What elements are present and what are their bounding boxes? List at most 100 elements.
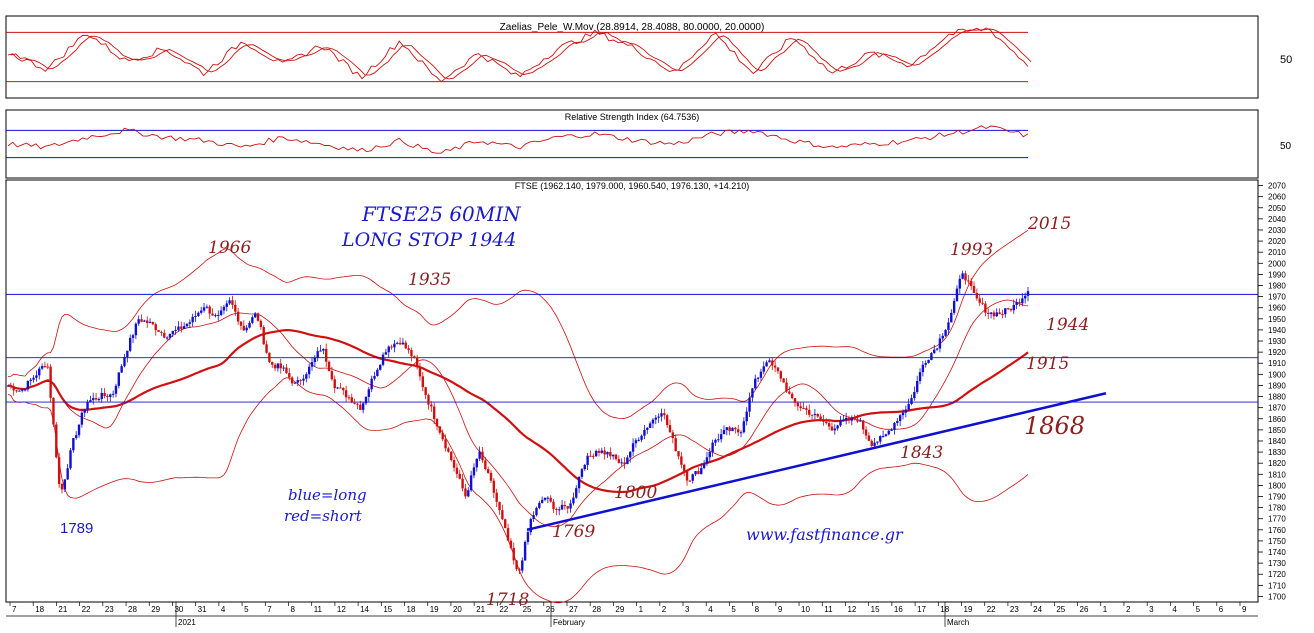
candle [952, 298, 956, 315]
candle [654, 415, 657, 425]
candle [532, 511, 535, 523]
candle [623, 457, 626, 469]
x-tick-label: 4 [221, 605, 226, 614]
candle-body [208, 306, 211, 314]
candle-body [94, 398, 98, 400]
candle [305, 372, 308, 383]
candle [43, 361, 47, 368]
candle-body [353, 402, 356, 404]
candle [617, 455, 621, 464]
candle [486, 466, 490, 474]
candle-body [165, 337, 169, 339]
candle-body [504, 519, 507, 529]
candle [131, 333, 135, 344]
candle-body [478, 451, 481, 459]
candle-body [626, 457, 629, 464]
candle-body [194, 316, 197, 318]
candle [830, 422, 834, 431]
candle [109, 393, 112, 402]
candle [637, 437, 640, 442]
candle-body [370, 378, 373, 390]
candle [231, 295, 234, 310]
candle-body [913, 391, 916, 399]
candle [754, 374, 757, 390]
y-tick-label: 1950 [1268, 315, 1286, 324]
candle-body [296, 380, 300, 383]
candle [288, 368, 291, 381]
candle [611, 454, 615, 460]
candle [475, 458, 479, 472]
candle [140, 314, 143, 323]
candle [381, 352, 385, 367]
candle [512, 542, 515, 565]
candle [282, 365, 285, 372]
candle [580, 467, 584, 479]
candle [211, 308, 214, 316]
x-tick-label: 16 [894, 605, 903, 614]
candle [640, 434, 643, 443]
candle [668, 419, 672, 433]
candle [38, 366, 41, 380]
candle [450, 450, 453, 462]
candle-body [407, 348, 410, 351]
candle [543, 497, 547, 502]
candle [529, 517, 532, 536]
candle [603, 447, 606, 460]
y-tick-label: 1760 [1268, 526, 1286, 535]
x-tick-label: 19 [430, 605, 439, 614]
candle-body [825, 421, 828, 424]
candle [253, 311, 257, 319]
x-tick-label: 30 [174, 605, 183, 614]
candle [731, 427, 734, 432]
candle-body [933, 349, 936, 354]
candle [674, 434, 677, 452]
candle-body [751, 388, 754, 398]
candle-body [481, 451, 484, 461]
candle-body [398, 342, 402, 345]
candle-body [38, 368, 41, 376]
candle-body [413, 356, 416, 358]
candle-body [731, 427, 734, 432]
price-series [6, 229, 1258, 604]
candle-body [705, 457, 709, 464]
candle-body [614, 454, 618, 460]
candle-body [256, 313, 260, 321]
candle-body [711, 442, 714, 453]
x-tick-label: 11 [824, 605, 833, 614]
candle-body [1006, 308, 1010, 310]
x-tick-label: 28 [592, 605, 601, 614]
lower-band [7, 377, 1029, 604]
candle [185, 323, 189, 328]
candle [597, 448, 601, 457]
candle-body [776, 367, 780, 372]
candle-body [594, 450, 598, 457]
candle-body [1018, 302, 1021, 304]
candle-body [654, 417, 657, 420]
candle [842, 415, 845, 422]
candle [694, 471, 697, 477]
candle [793, 398, 797, 407]
candle-body [597, 450, 601, 453]
candle-body [387, 346, 390, 353]
candle-body [361, 403, 365, 410]
candle-body [49, 366, 52, 398]
candle [751, 387, 754, 402]
candle-body [418, 367, 422, 377]
candle [910, 394, 913, 406]
candle-body [890, 429, 893, 431]
candle-body [862, 420, 865, 430]
candle-body [790, 393, 794, 399]
candle [677, 451, 680, 460]
candle-body [393, 343, 396, 348]
candle [847, 415, 851, 424]
candle-body [154, 324, 157, 331]
candle [893, 421, 896, 435]
candle-body [671, 432, 675, 439]
candle [313, 355, 317, 367]
candle-body [322, 348, 325, 351]
candle-body [952, 300, 956, 313]
candle-body [469, 475, 473, 491]
candle-body [538, 502, 541, 508]
x-tick-label: 7 [12, 605, 17, 614]
candle [387, 345, 390, 358]
